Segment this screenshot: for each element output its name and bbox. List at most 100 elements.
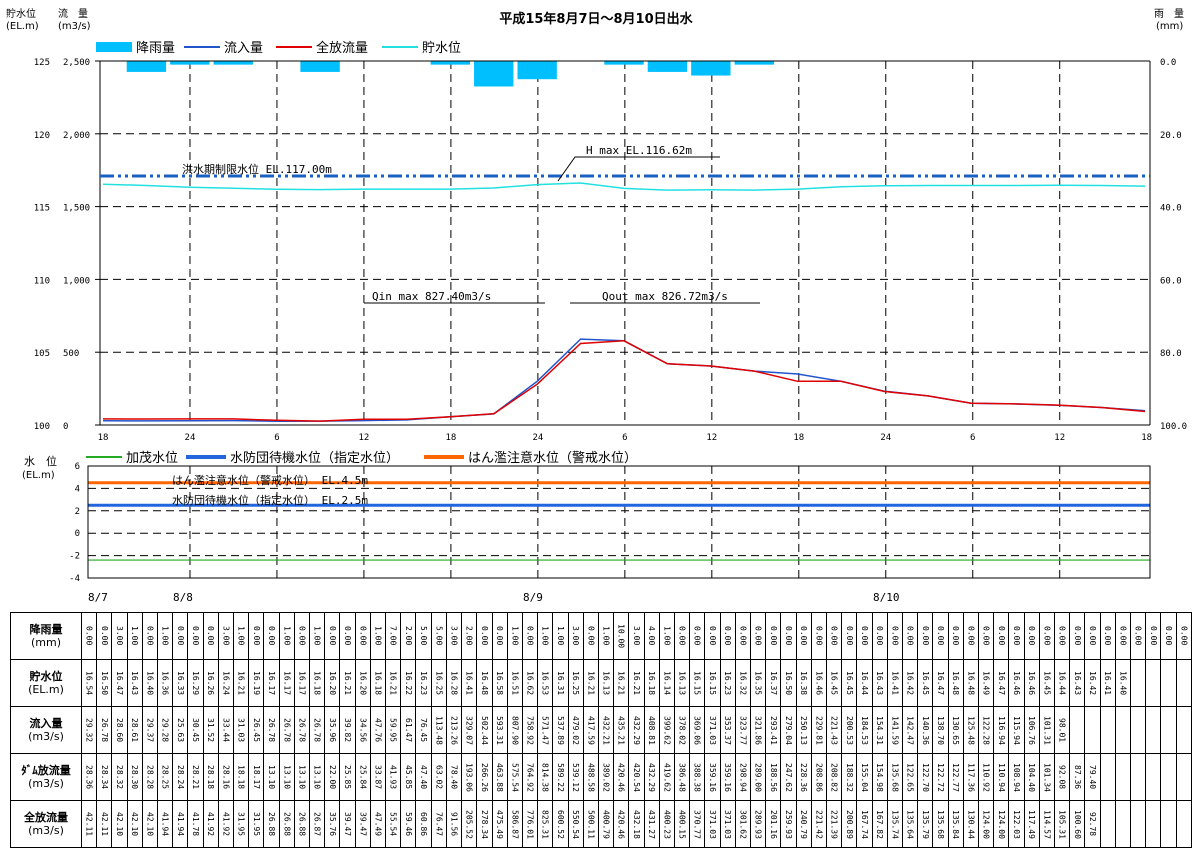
legend-inflow-swatch — [184, 45, 220, 48]
table-cell: 16.36 — [157, 659, 174, 707]
chart-title: 平成15年8月7日～8月10日出水 — [499, 12, 693, 27]
table-cell: 0.00 — [1175, 612, 1192, 660]
table-cell: 353.37 — [719, 706, 736, 754]
cell-value: 16.47 — [935, 670, 945, 696]
x-tick-label: 6 — [274, 433, 279, 440]
table-cell: 417.59 — [582, 706, 599, 754]
table-cell: 28.30 — [126, 753, 143, 801]
table-cell: 16.22 — [400, 659, 417, 707]
qout-max-label: Qout max 826.72m3/s — [602, 290, 728, 303]
table-cell: 16.23 — [415, 659, 432, 707]
cell-value: 113.48 — [434, 715, 444, 745]
table-cell: 16.13 — [673, 659, 691, 707]
cell-value: 0.00 — [875, 626, 885, 646]
row-label: ﾀﾞﾑ放流量 — [21, 764, 71, 777]
cell-value: 16.21 — [616, 670, 626, 696]
table-cell: 18.18 — [233, 753, 250, 801]
table-cell: 359.16 — [719, 753, 736, 801]
level-tick-label: 125 — [34, 58, 50, 68]
table-cell: 0.00 — [141, 612, 159, 660]
warning-level-label: はん濫注意水位（警戒水位） EL.4.5m — [172, 473, 368, 487]
cell-value: 0.00 — [495, 626, 505, 646]
cell-value: 154.98 — [875, 762, 885, 792]
table-row-header: 流入量 (m3/s) — [9, 706, 83, 754]
qin-max-label: Qin max 827.40m3/s — [372, 290, 491, 303]
cell-value: 42.11 — [84, 811, 94, 837]
table-cell: 79.40 — [1084, 753, 1101, 801]
table-cell: 60.86 — [415, 800, 432, 848]
cell-value: 155.04 — [859, 762, 869, 792]
cell-value: 435.21 — [616, 715, 626, 745]
cell-value: 28.32 — [115, 764, 125, 790]
cell-value: 16.58 — [495, 670, 505, 696]
cell-value: 0.00 — [996, 626, 1006, 646]
table-cell: 289.00 — [749, 753, 767, 801]
table-cell: 25.84 — [354, 753, 371, 801]
cell-value: 419.62 — [662, 762, 672, 792]
cell-value: 370.77 — [692, 809, 702, 839]
cell-value: 16.18 — [647, 670, 657, 696]
cell-value: 0.00 — [905, 626, 915, 646]
legend-warning: はん濫注意水位（警戒水位） — [424, 447, 637, 466]
x-tick-label: 24 — [532, 433, 543, 440]
table-cell: 29.37 — [141, 706, 159, 754]
cell-value: 26.87 — [312, 811, 322, 837]
table-cell: 0.00 — [765, 612, 782, 660]
rain-bar — [213, 61, 253, 65]
cell-value: 122.03 — [1012, 809, 1021, 839]
rain-bar — [300, 61, 340, 72]
table-cell: 500.11 — [582, 800, 599, 848]
cell-value: 0.00 — [1133, 626, 1143, 646]
legend-rainfall: 降雨量 — [96, 37, 175, 56]
table-cell: 0.00 — [1023, 612, 1040, 660]
cell-value: 26.78 — [267, 717, 277, 743]
cell-value: 3.00 — [571, 626, 581, 646]
table-cell: 240.79 — [795, 800, 812, 848]
table-cell: 16.46 — [1023, 659, 1040, 707]
table-cell: 0.00 — [1054, 612, 1071, 660]
inflow-line — [102, 338, 1146, 422]
table-cell: 807.90 — [506, 706, 523, 754]
row-unit: (m3/s) — [28, 730, 64, 743]
table-cell: 0.00 — [734, 612, 751, 660]
cell-value: 16.17 — [297, 670, 307, 696]
flow-tick-label: 0 — [63, 422, 68, 432]
cell-value: 0.00 — [206, 626, 216, 646]
cell-value: 92.78 — [1088, 811, 1098, 837]
cell-value: 16.24 — [221, 670, 231, 696]
table-cell: 117.36 — [962, 753, 980, 801]
table-cell: 432.29 — [643, 753, 660, 801]
table-cell: 0.00 — [491, 612, 508, 660]
cell-value: 0.00 — [525, 626, 535, 646]
table-row-header: 全放流量 (m3/s) — [9, 800, 83, 848]
table-cell: 431.27 — [643, 800, 660, 848]
table-cell: 825.31 — [537, 800, 554, 848]
table-cell: 16.53 — [537, 659, 554, 707]
table-cell — [1145, 659, 1162, 707]
cell-value: 3.00 — [631, 626, 641, 646]
cell-value: 0.00 — [768, 626, 778, 646]
table-cell: 16.32 — [734, 659, 751, 707]
table-cell: 16.21 — [339, 659, 356, 707]
table-cell: 78.40 — [445, 753, 463, 801]
table-cell: 0.00 — [1069, 612, 1086, 660]
table-cell: 16.62 — [521, 659, 539, 707]
table-cell: 400.23 — [658, 800, 675, 848]
cell-value: 359.16 — [707, 762, 717, 792]
table-cell: 1.00 — [309, 612, 326, 660]
cell-value: 0.00 — [84, 626, 94, 646]
cell-value: 42.10 — [130, 811, 140, 837]
table-cell: 0.00 — [977, 612, 995, 660]
table-cell: 154.31 — [871, 706, 888, 754]
level-tick-label: 115 — [34, 204, 50, 214]
table-cell: 359.16 — [704, 753, 721, 801]
cell-value: 1.00 — [130, 626, 140, 646]
table-cell: 539.12 — [567, 753, 584, 801]
cell-value: 16.62 — [525, 670, 535, 696]
table-cell: 41.93 — [385, 753, 402, 801]
table-cell: 0.00 — [1145, 612, 1162, 660]
table-cell: 0.00 — [1114, 612, 1132, 660]
cell-value: 0.00 — [1042, 626, 1052, 646]
cell-value: 28.34 — [99, 764, 109, 790]
cell-value: 28.60 — [115, 717, 125, 743]
